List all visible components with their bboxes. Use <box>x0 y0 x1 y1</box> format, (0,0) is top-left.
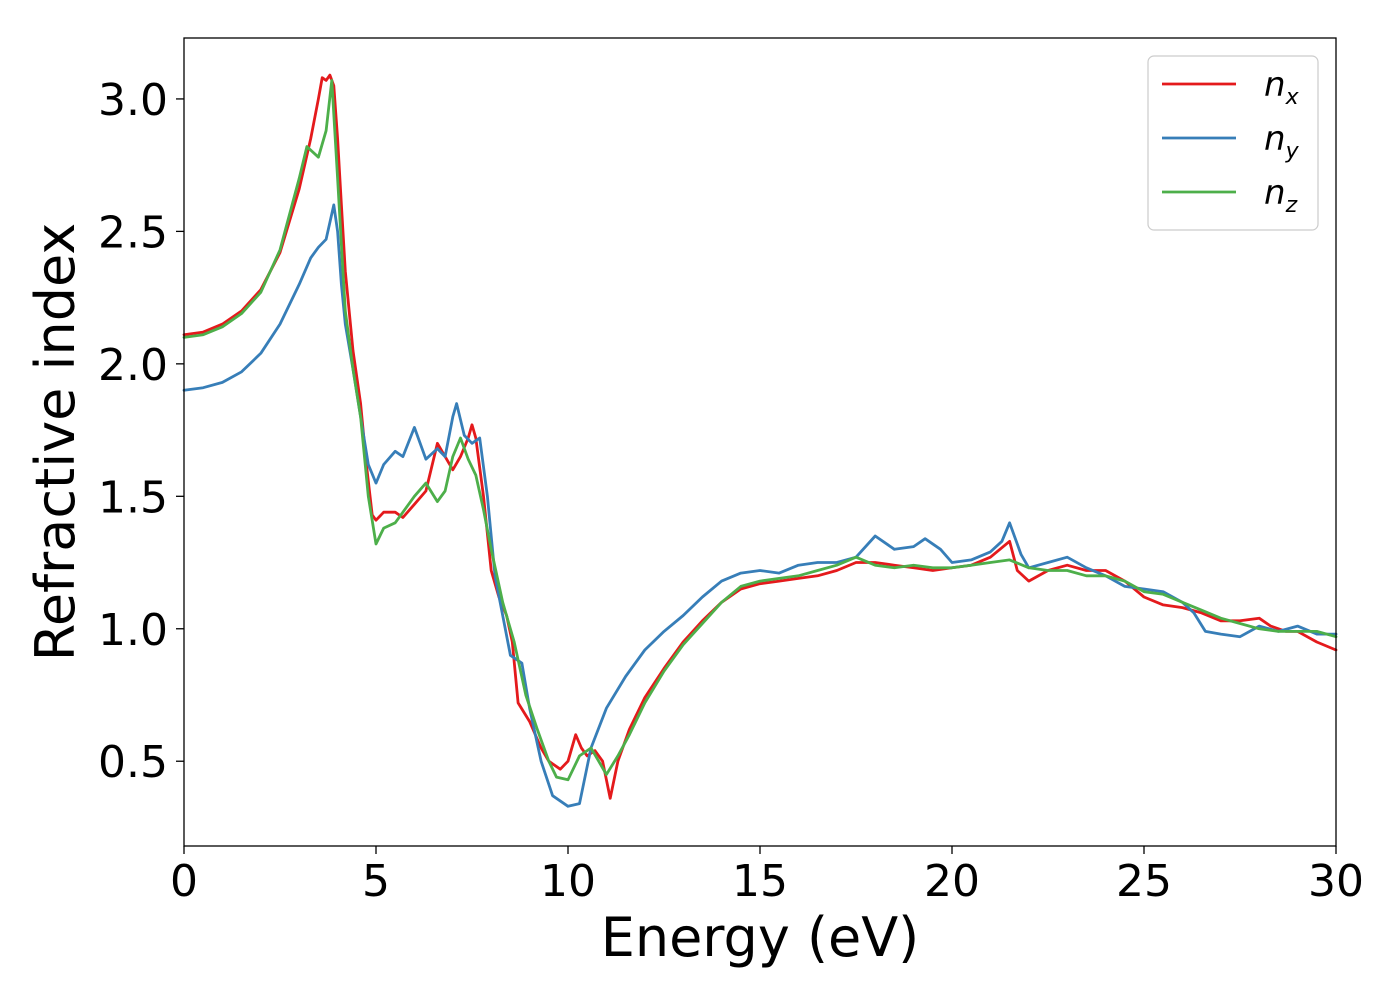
y-tick-label: 3.0 <box>98 75 168 126</box>
x-tick-label: 20 <box>924 856 980 907</box>
y-axis-title: Refractive index <box>24 223 87 662</box>
legend-box <box>1147 55 1319 231</box>
y-tick-label: 0.5 <box>98 737 168 788</box>
series-layer <box>182 73 1338 808</box>
x-tick-label: 5 <box>362 856 390 907</box>
x-tick-label: 30 <box>1308 856 1364 907</box>
series-line-y <box>182 203 1338 808</box>
y-tick-label: 1.5 <box>98 472 168 523</box>
x-tick-label: 25 <box>1116 856 1172 907</box>
y-tick-label: 2.5 <box>98 207 168 258</box>
x-tick-label: 0 <box>170 856 198 907</box>
x-axis: 0 5 10 15 20 25 30 <box>170 846 1364 907</box>
x-tick-label: 15 <box>732 856 788 907</box>
y-tick-label: 2.0 <box>98 340 168 391</box>
y-tick-label: 1.0 <box>98 605 168 656</box>
y-axis: 0.5 1.0 1.5 2.0 2.5 3.0 <box>98 75 184 788</box>
x-tick-label: 10 <box>540 856 596 907</box>
series-line-x <box>182 73 1338 800</box>
series-line-z <box>182 79 1338 782</box>
x-axis-title: Energy (eV) <box>601 906 920 969</box>
